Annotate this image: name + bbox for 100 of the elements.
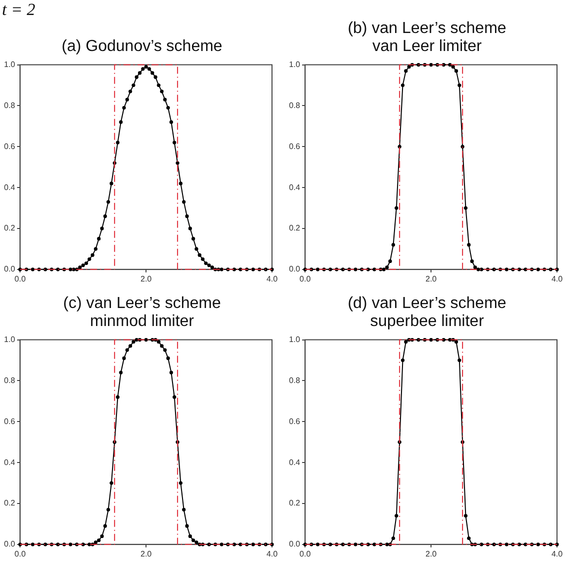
point: [328, 268, 332, 272]
point: [156, 340, 160, 344]
chart-title: (a) Godunov’s scheme: [60, 38, 224, 57]
y-tick-label: 0.8: [4, 376, 16, 385]
point: [128, 344, 132, 348]
point: [458, 358, 462, 362]
point: [536, 268, 540, 272]
y-tick-label: 0.6: [288, 416, 301, 426]
point: [394, 514, 398, 518]
y-tick-label: 0.8: [288, 100, 301, 110]
x-tick-label: 4.0: [551, 549, 564, 558]
point: [185, 524, 189, 528]
y-tick-label: 1.0: [288, 335, 301, 344]
point: [400, 83, 405, 88]
point: [68, 542, 72, 546]
point: [354, 542, 358, 546]
y-tick-label: 0.8: [288, 376, 301, 385]
point: [400, 358, 405, 362]
point: [404, 69, 408, 73]
x-tick-label: 0.0: [14, 549, 26, 558]
point: [467, 536, 471, 540]
point: [458, 83, 462, 88]
y-tick-label: 0.4: [4, 458, 16, 467]
point: [454, 340, 458, 344]
point: [188, 534, 192, 538]
y-tick-label: 0.0: [4, 264, 16, 274]
x-tick-label: 4.0: [551, 274, 564, 284]
point: [119, 370, 123, 374]
point: [110, 481, 114, 485]
point: [328, 542, 332, 546]
chart-title: (c) van Leer’s scheme minmod limiter: [62, 295, 222, 332]
y-tick-label: 0.6: [4, 142, 16, 151]
x-tick-label: 2.0: [140, 274, 152, 284]
point: [125, 348, 129, 352]
point: [160, 344, 164, 348]
point: [194, 540, 198, 544]
y-tick-label: 1.0: [4, 60, 16, 70]
point: [166, 356, 170, 360]
chart-title: (d) van Leer’s scheme superbee limiter: [346, 295, 508, 332]
y-tick-label: 0.8: [4, 100, 16, 110]
point: [429, 338, 433, 342]
point: [473, 266, 477, 270]
x-tick-label: 2.0: [140, 549, 152, 558]
point: [388, 259, 392, 264]
point: [385, 542, 389, 546]
y-tick-label: 0.0: [4, 540, 16, 549]
y-tick-label: 1.0: [4, 335, 16, 344]
point: [169, 370, 174, 374]
point: [407, 65, 411, 69]
text: t = 2: [2, 0, 36, 20]
point: [429, 63, 433, 67]
point: [207, 542, 211, 546]
point: [341, 268, 345, 272]
point: [56, 542, 60, 546]
point: [220, 542, 224, 546]
point: [341, 542, 345, 546]
point: [391, 243, 396, 247]
y-tick-label: 0.2: [288, 224, 301, 233]
point: [103, 524, 107, 528]
point: [480, 542, 484, 546]
y-tick-label: 0.0: [288, 264, 301, 274]
point: [144, 338, 148, 342]
x-tick-label: 4.0: [266, 274, 278, 284]
point: [163, 348, 167, 352]
point: [391, 536, 396, 540]
point: [182, 508, 186, 512]
point: [97, 538, 101, 542]
point: [504, 542, 508, 546]
y-tick-label: 1.0: [288, 60, 301, 70]
x-tick-label: 4.0: [266, 549, 278, 558]
point: [480, 268, 484, 272]
point: [394, 206, 398, 210]
point: [385, 266, 389, 270]
y-tick-label: 0.6: [288, 142, 301, 151]
y-tick-label: 0.2: [4, 224, 16, 233]
point: [178, 481, 182, 485]
point: [316, 542, 320, 546]
point: [464, 206, 468, 210]
point: [492, 542, 496, 546]
point: [382, 268, 386, 272]
y-tick-label: 0.2: [4, 498, 16, 508]
point: [30, 542, 35, 546]
point: [172, 395, 176, 399]
x-tick-label: 0.0: [300, 274, 312, 284]
point: [44, 542, 48, 546]
point: [454, 69, 458, 73]
point: [316, 268, 320, 272]
point: [100, 534, 104, 538]
chart-title: (b) van Leer’s scheme van Leer limiter: [346, 20, 508, 57]
point: [470, 259, 474, 264]
point: [132, 340, 136, 344]
point: [106, 508, 110, 512]
point: [460, 144, 464, 148]
x-tick-label: 2.0: [426, 549, 438, 558]
x-tick-label: 0.0: [14, 274, 26, 284]
y-tick-label: 0.4: [4, 182, 16, 192]
point: [464, 514, 468, 518]
point: [191, 538, 196, 542]
point: [116, 395, 120, 399]
x-tick-label: 0.0: [300, 549, 312, 558]
